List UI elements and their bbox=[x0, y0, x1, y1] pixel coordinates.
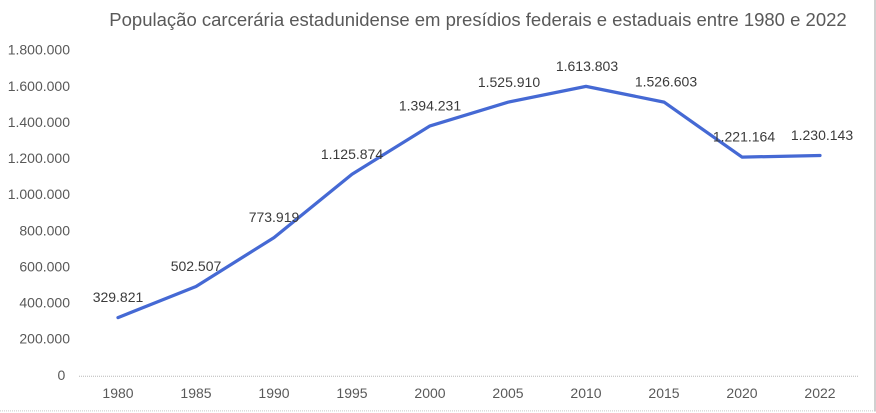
svg-text:2010: 2010 bbox=[570, 385, 601, 401]
svg-text:1.125.874: 1.125.874 bbox=[321, 146, 383, 162]
svg-text:1990: 1990 bbox=[258, 385, 289, 401]
svg-text:População carcerária estadunid: População carcerária estadunidense em pr… bbox=[109, 9, 846, 30]
svg-text:1.600.000: 1.600.000 bbox=[8, 78, 70, 94]
svg-text:1.221.164: 1.221.164 bbox=[713, 129, 775, 145]
svg-text:1980: 1980 bbox=[102, 385, 133, 401]
svg-text:2005: 2005 bbox=[492, 385, 523, 401]
svg-text:1.230.143: 1.230.143 bbox=[791, 127, 853, 143]
svg-text:1.400.000: 1.400.000 bbox=[8, 114, 70, 130]
svg-text:1.000.000: 1.000.000 bbox=[8, 186, 70, 202]
svg-text:1.800.000: 1.800.000 bbox=[8, 42, 70, 58]
svg-text:773.919: 773.919 bbox=[249, 209, 300, 225]
svg-text:2015: 2015 bbox=[648, 385, 679, 401]
svg-text:800.000: 800.000 bbox=[19, 222, 70, 238]
svg-text:329.821: 329.821 bbox=[93, 289, 144, 305]
svg-text:200.000: 200.000 bbox=[19, 331, 70, 347]
svg-text:2022: 2022 bbox=[804, 385, 835, 401]
svg-text:400.000: 400.000 bbox=[19, 295, 70, 311]
svg-text:502.507: 502.507 bbox=[171, 258, 222, 274]
svg-text:0: 0 bbox=[58, 367, 66, 383]
svg-text:1.613.803: 1.613.803 bbox=[556, 58, 618, 74]
svg-text:1985: 1985 bbox=[180, 385, 211, 401]
svg-text:1995: 1995 bbox=[336, 385, 367, 401]
svg-text:1.526.603: 1.526.603 bbox=[635, 74, 697, 90]
svg-text:1.394.231: 1.394.231 bbox=[399, 98, 461, 114]
svg-text:2000: 2000 bbox=[414, 385, 445, 401]
svg-text:600.000: 600.000 bbox=[19, 258, 70, 274]
svg-text:1.200.000: 1.200.000 bbox=[8, 150, 70, 166]
svg-text:2020: 2020 bbox=[726, 385, 757, 401]
svg-text:1.525.910: 1.525.910 bbox=[478, 74, 540, 90]
